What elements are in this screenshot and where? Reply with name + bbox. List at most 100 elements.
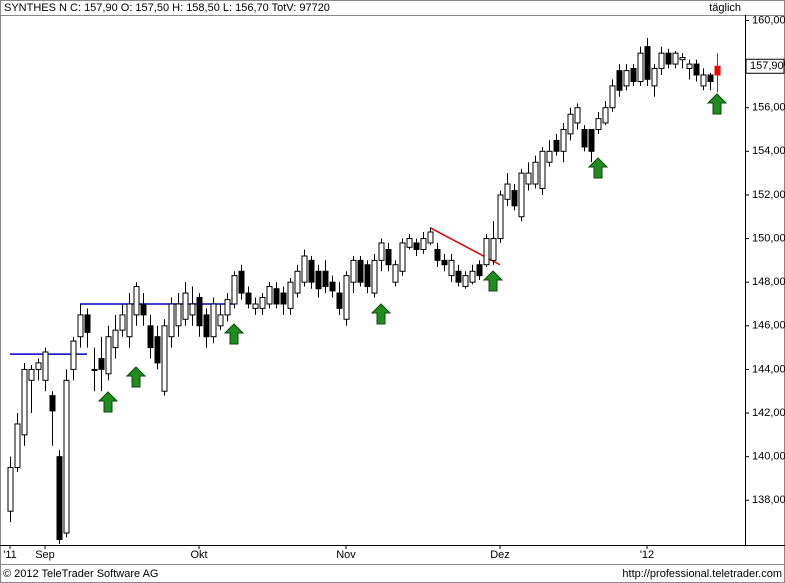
last-price-label: 157,90: [750, 60, 784, 72]
candle-body: [42, 351, 49, 381]
candle-body: [126, 303, 133, 338]
candle-body: [287, 281, 294, 309]
candle-body: [595, 118, 602, 131]
candle-body: [203, 314, 210, 338]
candle-body: [161, 325, 168, 392]
candle-body: [679, 57, 686, 61]
arrow: [370, 303, 392, 325]
candle-body: [21, 368, 28, 436]
candle-body: [98, 358, 105, 370]
candle-body: [714, 65, 721, 76]
candle-body: [28, 368, 35, 381]
arrow: [482, 270, 504, 292]
candle-body: [70, 340, 77, 370]
candle-body: [560, 129, 567, 152]
candle-body: [245, 292, 252, 305]
x-tick-label: Sep: [35, 549, 55, 561]
candle-body: [364, 264, 371, 288]
candle-body: [329, 281, 336, 292]
x-tick-label: '11: [3, 549, 17, 561]
candle-body: [651, 67, 658, 87]
footer-right: http://professional.teletrader.com: [622, 568, 782, 580]
candle-body: [322, 270, 329, 288]
candle-body: [637, 52, 644, 83]
y-tick-label: 148,00: [752, 276, 785, 288]
candle-body: [350, 259, 357, 283]
y-tick-label: 138,00: [752, 494, 785, 506]
candle-body: [616, 70, 623, 91]
candle-body: [49, 395, 56, 412]
y-tick-label: 154,00: [752, 145, 785, 157]
candle-body: [392, 264, 399, 283]
candle-body: [490, 238, 497, 261]
candle-body: [574, 107, 581, 124]
y-tick-label: 140,00: [752, 451, 785, 463]
arrow: [125, 366, 147, 388]
x-tick-label: '12: [640, 549, 654, 561]
y-tick-label: 142,00: [752, 407, 785, 419]
candle-body: [672, 52, 679, 65]
candle-body: [168, 303, 175, 338]
footer-left: © 2012 TeleTrader Software AG: [3, 568, 158, 580]
candle-body: [434, 248, 441, 261]
candle-body: [133, 286, 140, 316]
candle-body: [77, 314, 84, 338]
candle-body: [140, 303, 147, 316]
candle-body: [266, 286, 273, 305]
candle-body: [700, 74, 707, 87]
candle-body: [84, 314, 91, 333]
candle-body: [420, 238, 427, 250]
candle-body: [280, 292, 287, 305]
candle-body: [567, 113, 574, 135]
candle-body: [630, 67, 637, 83]
candle-body: [63, 379, 70, 534]
candle-body: [105, 336, 112, 375]
arrow: [223, 323, 245, 345]
candle-body: [385, 248, 392, 266]
x-tick-label: Okt: [190, 549, 207, 561]
candle-body: [476, 264, 483, 277]
candle-body: [56, 456, 63, 541]
last-price-box: [745, 58, 785, 74]
y-tick-label: 150,00: [752, 232, 785, 244]
candle-body: [462, 275, 469, 288]
period: täglich: [709, 2, 741, 14]
candle-body: [336, 292, 343, 309]
candle-body: [343, 275, 350, 320]
y-tick-label: 160,00: [752, 14, 785, 26]
candle-body: [210, 303, 217, 338]
candle-body: [147, 325, 154, 349]
candle-body: [483, 238, 490, 266]
candle-body: [91, 368, 98, 371]
candle-body: [35, 362, 42, 370]
candle-body: [231, 275, 238, 305]
candle-body: [518, 172, 525, 218]
candle-body: [7, 467, 14, 512]
candle-body: [294, 270, 301, 294]
candle-body: [539, 150, 546, 189]
candle-body: [378, 242, 385, 261]
arrow: [97, 391, 119, 413]
candle-body: [14, 423, 21, 469]
candle-body: [196, 296, 203, 327]
candle-body: [112, 329, 119, 349]
candle-body: [273, 288, 280, 305]
candle-body: [427, 231, 434, 244]
arrow: [706, 93, 728, 115]
candle-body: [525, 172, 532, 185]
candle-body: [686, 63, 693, 69]
candle-body: [644, 46, 651, 80]
candle-body: [693, 63, 700, 76]
y-tick-label: 152,00: [752, 189, 785, 201]
x-tick-label: Nov: [336, 549, 356, 561]
candle-body: [707, 74, 714, 83]
y-tick-label: 146,00: [752, 320, 785, 332]
candle-body: [553, 139, 560, 152]
candle-body: [658, 52, 665, 69]
chart-title: SYNTHES N C: 157,90 O: 157,50 H: 158,50 …: [4, 2, 330, 14]
candle-body: [413, 242, 420, 250]
candle-body: [511, 190, 518, 207]
candle-body: [441, 259, 448, 266]
